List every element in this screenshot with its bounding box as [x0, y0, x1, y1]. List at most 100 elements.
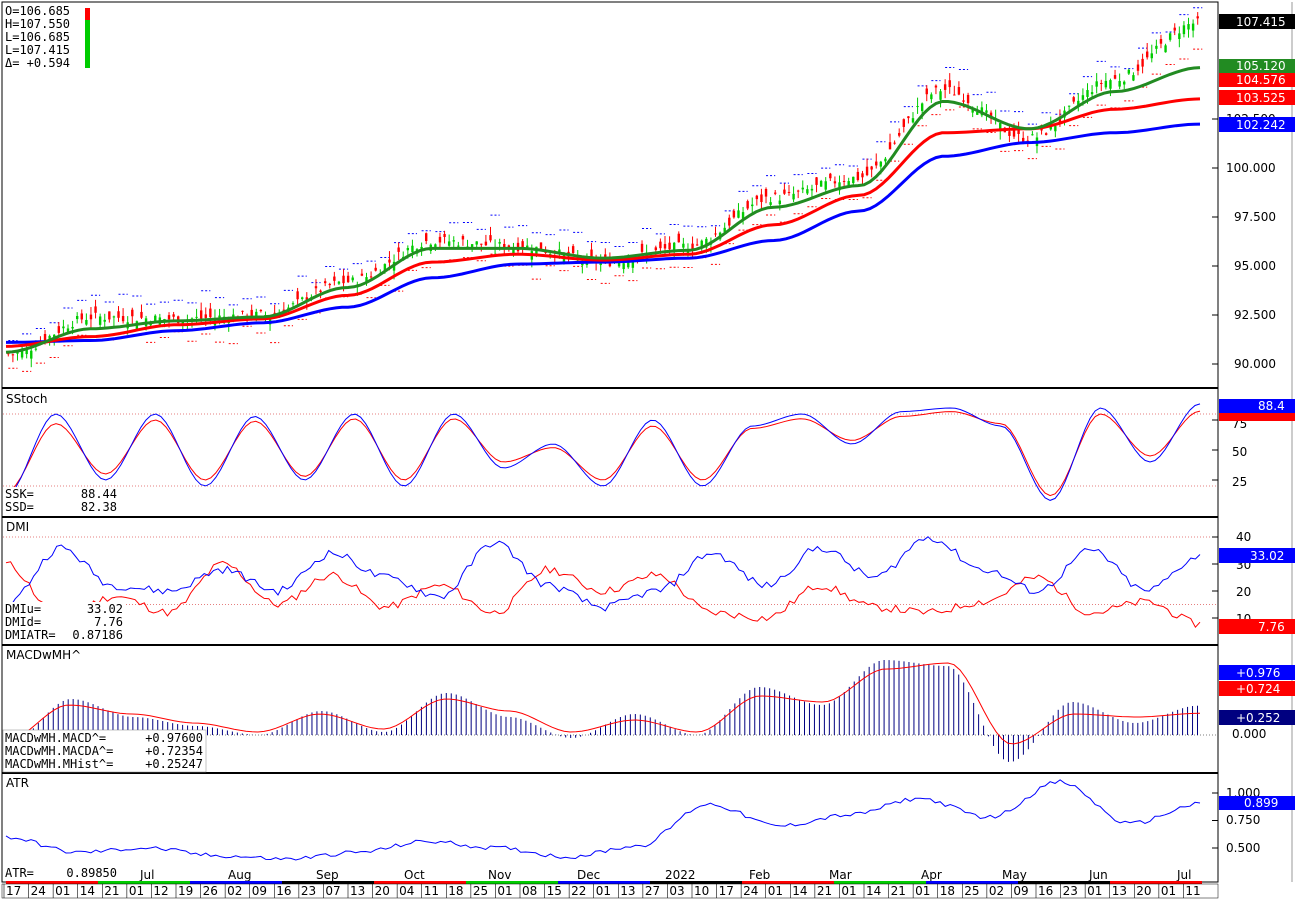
- price-bar-body: [383, 264, 387, 272]
- price-bar-body: [705, 238, 708, 248]
- price-bar-body: [167, 315, 171, 320]
- sstoch-d-line: [5, 410, 1201, 497]
- month-label: 2022: [665, 868, 696, 882]
- month-color-strip: [1110, 881, 1202, 884]
- sstoch-readout-label: SSD=: [5, 500, 34, 514]
- price-bar-body: [764, 189, 768, 197]
- price-bar-body: [121, 316, 125, 322]
- macd-title: MACDwMH^: [6, 648, 81, 662]
- day-label: 11: [424, 884, 439, 898]
- price-bar-body: [1086, 90, 1089, 97]
- price-bar-body: [273, 312, 276, 314]
- day-label: 21: [104, 884, 119, 898]
- dmi-tag-down-text: 7.76: [1258, 620, 1285, 634]
- price-bar-body: [677, 233, 680, 243]
- price-bar-body: [1067, 105, 1071, 107]
- month-label: Apr: [921, 868, 942, 882]
- price-bar-body: [475, 241, 478, 245]
- price-bar-body: [1191, 23, 1195, 31]
- price-panel: [5, 7, 1218, 372]
- dmi-y-axis: 40 30 20 10: [1236, 530, 1251, 626]
- price-bar-body: [498, 242, 501, 244]
- price-bar-body: [34, 348, 38, 350]
- dmi-title: DMI: [6, 520, 29, 534]
- dmi-readout-value: 0.87186: [72, 628, 123, 642]
- price-bar-body: [953, 94, 956, 96]
- price-bar-body: [397, 247, 400, 252]
- price-bar-body: [108, 311, 111, 320]
- sstoch-tick: 50: [1232, 445, 1247, 459]
- macd-tag-macd-text: +0.976: [1236, 666, 1280, 680]
- readout-line: L=106.685: [5, 30, 70, 44]
- price-bar-body: [1178, 33, 1181, 40]
- price-bar-body: [856, 171, 860, 181]
- day-label: 25: [964, 884, 979, 898]
- price-bar-body: [920, 103, 924, 112]
- dmi-readout-label: DMIATR=: [5, 628, 56, 642]
- month-color-strip: [558, 881, 650, 884]
- price-bar-body: [48, 335, 51, 339]
- price-bar-body: [1123, 81, 1126, 85]
- month-labels: Jul Aug Sep Oct Nov Dec 2022 Feb Mar Apr…: [139, 868, 1191, 882]
- price-bar-body: [241, 310, 244, 312]
- day-label: 24: [31, 884, 46, 898]
- price-bar-body: [976, 112, 979, 115]
- price-tick: 90.000: [1234, 357, 1276, 371]
- day-label: 21: [817, 884, 832, 898]
- price-bar-body: [337, 281, 341, 284]
- dmi-tag-up-text: 33.02: [1250, 549, 1284, 563]
- price-bar-body: [1104, 80, 1108, 88]
- macd-readout-box: [2, 729, 207, 773]
- month-color-strip: [466, 881, 558, 884]
- price-bar-body: [1118, 80, 1121, 87]
- day-label: 04: [399, 884, 414, 898]
- price-bar-body: [842, 180, 846, 182]
- month-color-strip: [282, 881, 374, 884]
- price-tick: 92.500: [1234, 308, 1276, 322]
- price-bar-body: [1031, 134, 1034, 136]
- price-bar-body: [1090, 92, 1094, 95]
- macd-tick: 0.000: [1232, 727, 1266, 741]
- month-label: Jun: [1088, 868, 1108, 882]
- month-color-strip: [374, 881, 466, 884]
- price-bar-body: [971, 107, 974, 113]
- price-bar-body: [117, 311, 120, 318]
- price-bar-body: [723, 227, 726, 232]
- price-bar-body: [806, 189, 809, 194]
- price-bar-body: [1187, 24, 1190, 30]
- price-bar-body: [691, 243, 694, 250]
- dmi-tag-down: [1219, 619, 1295, 634]
- price-bar-body: [778, 200, 782, 205]
- month-color-strip: [98, 881, 190, 884]
- price-bar-body: [1127, 69, 1131, 74]
- price-bar-body: [539, 242, 543, 252]
- price-bar-body: [112, 316, 116, 318]
- price-bar-body: [1109, 80, 1112, 89]
- price-bar-body: [861, 173, 864, 178]
- month-label: Nov: [488, 868, 511, 882]
- day-label: 02: [227, 884, 242, 898]
- price-bar-body: [452, 240, 455, 242]
- price-tick: 97.500: [1234, 210, 1276, 224]
- month-color-strip: [650, 881, 742, 884]
- price-bar-body: [199, 310, 203, 319]
- month-label: Dec: [577, 868, 600, 882]
- price-bar-body: [204, 314, 207, 318]
- price-bar-body: [333, 276, 336, 281]
- price-bar-body: [1150, 53, 1153, 59]
- atr-panel: [5, 779, 1218, 861]
- price-bar-body: [512, 247, 515, 255]
- price-bar-body: [783, 189, 786, 194]
- price-tick: 100.000: [1226, 161, 1276, 175]
- price-bar-body: [154, 315, 157, 323]
- day-label: 01: [129, 884, 144, 898]
- month-label: Jul: [139, 868, 154, 882]
- day-label: 14: [866, 884, 881, 898]
- day-label: 27: [645, 884, 660, 898]
- price-bar-body: [319, 290, 322, 293]
- month-label: Oct: [404, 868, 425, 882]
- price-bar-body: [1054, 126, 1057, 132]
- price-bar-body: [195, 316, 198, 318]
- price-bar-body: [374, 267, 377, 271]
- day-label: 18: [448, 884, 463, 898]
